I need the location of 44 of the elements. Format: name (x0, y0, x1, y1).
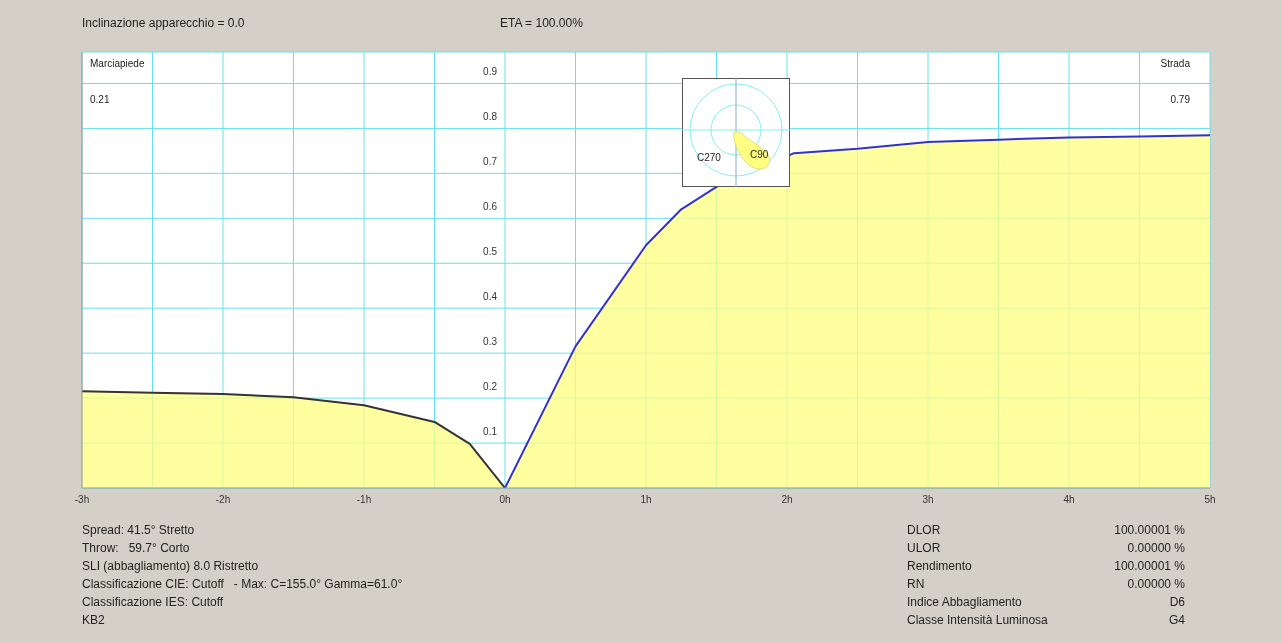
x-tick-label: 4h (1063, 494, 1075, 506)
annotation: C270 (697, 152, 721, 163)
annotation: 0.21 (90, 94, 110, 105)
y-tick-label: 0.9 (483, 66, 498, 78)
text: 100.00001 % (1114, 559, 1185, 573)
y-tick-label: 0.1 (483, 426, 498, 438)
y-tick-label: 0.4 (483, 291, 498, 303)
text: Throw: 59.7° Corto (82, 541, 190, 555)
text: D6 (1169, 595, 1185, 609)
text: Classe Intensità Luminosa (907, 613, 1048, 627)
text: SLI (abbagliamento) 8.0 Ristretto (82, 559, 259, 573)
text: ULOR (907, 541, 941, 555)
x-tick-label: 5h (1204, 494, 1216, 506)
x-tick-label: -2h (215, 494, 231, 506)
y-tick-label: 0.7 (483, 156, 498, 168)
x-tick-label: 3h (922, 494, 934, 506)
annotation: Marciapiede (90, 58, 145, 69)
text: Classificazione CIE: Cutoff - Max: C=155.0° Gamma=61.0° (82, 577, 403, 591)
text: Classificazione IES: Cutoff (82, 595, 224, 609)
x-tick-label: 2h (781, 494, 793, 506)
y-tick-label: 0.3 (483, 336, 498, 348)
x-tick-label: -1h (356, 494, 372, 506)
text: RN (907, 577, 925, 591)
text: Indice Abbagliamento (907, 595, 1022, 609)
y-tick-label: 0.6 (483, 201, 498, 213)
text: G4 (1168, 613, 1185, 627)
text: 0.00000 % (1127, 541, 1185, 555)
x-tick-label: 0h (499, 494, 511, 506)
text: Rendimento (907, 559, 972, 573)
text: 0.00000 % (1127, 577, 1185, 591)
y-tick-label: 0.5 (483, 246, 498, 258)
text: 100.00001 % (1114, 523, 1185, 537)
annotation: Strada (1160, 58, 1190, 69)
text: ETA = 100.00% (500, 16, 583, 30)
text: KB2 (82, 613, 105, 627)
annotation: 0.79 (1170, 94, 1190, 105)
x-tick-label: -3h (74, 494, 90, 506)
text: Spread: 41.5° Stretto (82, 523, 195, 537)
text: Inclinazione apparecchio = 0.0 (82, 16, 245, 30)
x-tick-label: 1h (640, 494, 652, 506)
annotation: C90 (750, 149, 769, 160)
y-tick-label: 0.8 (483, 111, 498, 123)
text: DLOR (907, 523, 941, 537)
y-tick-label: 0.2 (483, 381, 498, 393)
